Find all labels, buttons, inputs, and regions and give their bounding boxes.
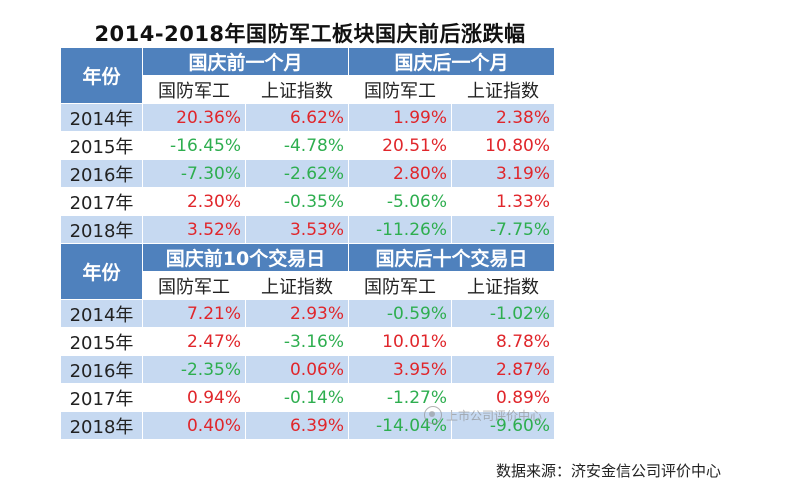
group-header-before: 国庆前一个月	[142, 47, 349, 76]
subheader-index: 上证指数	[245, 271, 349, 300]
cell-value: 2.87%	[451, 355, 555, 384]
cell-value: 0.89%	[451, 383, 555, 412]
cell-value: 3.19%	[451, 159, 555, 188]
cell-value: 0.40%	[142, 411, 246, 440]
cell-value: -2.35%	[142, 355, 246, 384]
table-row: 2014年 7.21% 2.93% -0.59% -1.02%	[60, 299, 555, 328]
cell-value: -3.16%	[245, 327, 349, 356]
cell-value: 7.21%	[142, 299, 246, 328]
cell-value: 1.33%	[451, 187, 555, 216]
cell-value: 20.36%	[142, 103, 246, 132]
row-year: 2016年	[60, 159, 143, 188]
year-header: 年份	[60, 243, 143, 300]
page-title: 2014-2018年国防军工板块国庆前后涨跌幅	[94, 22, 526, 46]
cell-value: 2.47%	[142, 327, 246, 356]
subheader-index: 上证指数	[451, 271, 555, 300]
row-year: 2015年	[60, 131, 143, 160]
cell-value: -7.30%	[142, 159, 246, 188]
cell-value: 2.80%	[348, 159, 452, 188]
table-row: 2018年 0.40% 6.39% -14.04% -9.60%	[60, 411, 555, 440]
cell-value: 0.94%	[142, 383, 246, 412]
cell-value: 6.39%	[245, 411, 349, 440]
cell-value: -0.14%	[245, 383, 349, 412]
cell-value: -11.26%	[348, 215, 452, 244]
row-year: 2018年	[60, 215, 143, 244]
group-header-before: 国庆前10个交易日	[142, 243, 349, 272]
group-header-after: 国庆后一个月	[348, 47, 555, 76]
row-year: 2017年	[60, 383, 143, 412]
cell-value: 0.06%	[245, 355, 349, 384]
subheader-index: 上证指数	[451, 75, 555, 104]
subheader-defense: 国防军工	[348, 75, 452, 104]
watermark-text: 上市公司评价中心	[446, 408, 543, 423]
year-header: 年份	[60, 47, 143, 104]
subheader-index: 上证指数	[245, 75, 349, 104]
subheader-defense: 国防军工	[142, 75, 246, 104]
cell-value: -2.62%	[245, 159, 349, 188]
wechat-icon	[424, 406, 442, 424]
subheader-defense: 国防军工	[348, 271, 452, 300]
table-row: 2016年 -2.35% 0.06% 3.95% 2.87%	[60, 355, 555, 384]
cell-value: -16.45%	[142, 131, 246, 160]
watermark: 上市公司评价中心	[424, 406, 542, 424]
row-year: 2015年	[60, 327, 143, 356]
row-year: 2014年	[60, 299, 143, 328]
cell-value: 3.52%	[142, 215, 246, 244]
cell-value: -0.59%	[348, 299, 452, 328]
row-year: 2017年	[60, 187, 143, 216]
cell-value: 3.95%	[348, 355, 452, 384]
cell-value: 6.62%	[245, 103, 349, 132]
cell-value: -4.78%	[245, 131, 349, 160]
table-row: 2017年 0.94% -0.14% -1.27% 0.89%	[60, 383, 555, 412]
row-year: 2018年	[60, 411, 143, 440]
table-row: 2018年 3.52% 3.53% -11.26% -7.75%	[60, 215, 555, 244]
cell-value: 8.78%	[451, 327, 555, 356]
cell-value: 10.80%	[451, 131, 555, 160]
cell-value: -9.60%	[451, 411, 555, 440]
table-row: 2015年 -16.45% -4.78% 20.51% 10.80%	[60, 131, 555, 160]
cell-value: -5.06%	[348, 187, 452, 216]
cell-value: 1.99%	[348, 103, 452, 132]
cell-value: 3.53%	[245, 215, 349, 244]
table-row: 2015年 2.47% -3.16% 10.01% 8.78%	[60, 327, 555, 356]
subheader-defense: 国防军工	[142, 271, 246, 300]
cell-value: 2.93%	[245, 299, 349, 328]
cell-value: 2.30%	[142, 187, 246, 216]
source-note: 数据来源：济安金信公司评价中心	[496, 462, 722, 480]
table-row: 2016年 -7.30% -2.62% 2.80% 3.19%	[60, 159, 555, 188]
cell-value: -7.75%	[451, 215, 555, 244]
table-month: 年份 国庆前一个月 国庆后一个月 国防军工 上证指数 国防军工 上证指数 201…	[60, 47, 555, 244]
row-year: 2014年	[60, 103, 143, 132]
cell-value: 10.01%	[348, 327, 452, 356]
cell-value: -0.35%	[245, 187, 349, 216]
row-year: 2016年	[60, 355, 143, 384]
cell-value: 20.51%	[348, 131, 452, 160]
cell-value: -1.02%	[451, 299, 555, 328]
table-trading-days: 年份 国庆前10个交易日 国庆后十个交易日 国防军工 上证指数 国防军工 上证指…	[60, 243, 555, 440]
group-header-after: 国庆后十个交易日	[348, 243, 555, 272]
table-row: 2014年 20.36% 6.62% 1.99% 2.38%	[60, 103, 555, 132]
table-row: 2017年 2.30% -0.35% -5.06% 1.33%	[60, 187, 555, 216]
cell-value: 2.38%	[451, 103, 555, 132]
